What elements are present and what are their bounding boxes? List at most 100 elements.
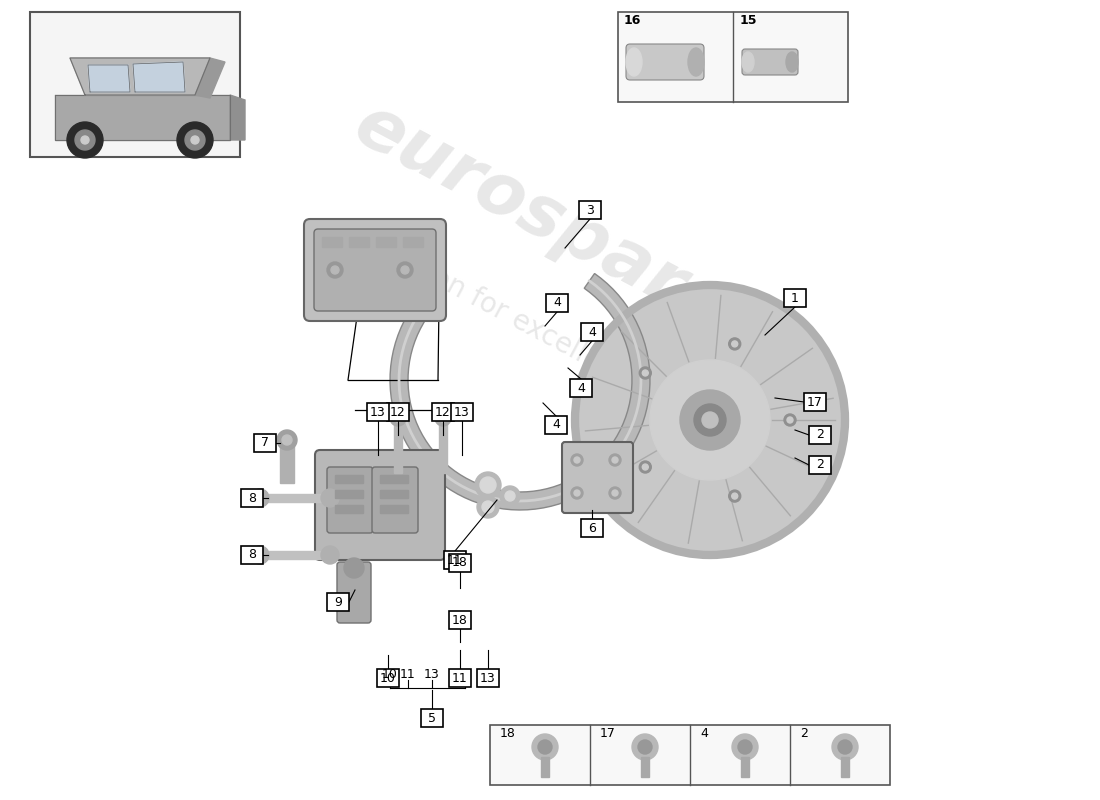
FancyBboxPatch shape — [327, 467, 373, 533]
Circle shape — [638, 740, 652, 754]
Text: 4: 4 — [552, 418, 560, 431]
Circle shape — [321, 489, 339, 507]
Circle shape — [331, 266, 339, 274]
Bar — [541, 757, 549, 777]
Bar — [280, 443, 294, 483]
Polygon shape — [195, 58, 226, 98]
Text: 4: 4 — [700, 727, 708, 740]
Text: 9: 9 — [334, 595, 342, 609]
Bar — [377, 669, 399, 687]
Circle shape — [784, 414, 796, 426]
Text: 13: 13 — [425, 669, 440, 682]
Bar — [322, 237, 342, 247]
Ellipse shape — [688, 48, 704, 76]
Bar — [379, 475, 408, 483]
Circle shape — [327, 262, 343, 278]
Text: 10: 10 — [381, 671, 396, 685]
Bar — [581, 323, 603, 341]
Circle shape — [728, 490, 740, 502]
Polygon shape — [88, 65, 130, 92]
Bar — [808, 456, 830, 474]
Text: 18: 18 — [452, 557, 468, 570]
Bar — [349, 237, 368, 247]
Text: 16: 16 — [624, 14, 641, 27]
Text: 17: 17 — [600, 727, 616, 740]
Circle shape — [702, 412, 718, 428]
Circle shape — [642, 464, 648, 470]
Bar — [379, 490, 408, 498]
Bar — [403, 237, 424, 247]
Text: eurospares: eurospares — [342, 90, 778, 365]
Circle shape — [475, 472, 500, 498]
Text: 13: 13 — [454, 406, 470, 418]
Circle shape — [738, 740, 752, 754]
Circle shape — [571, 487, 583, 499]
Bar — [449, 669, 471, 687]
Circle shape — [612, 490, 618, 496]
Circle shape — [532, 734, 558, 760]
Bar — [432, 403, 454, 421]
Circle shape — [571, 454, 583, 466]
Circle shape — [282, 435, 292, 445]
Circle shape — [732, 734, 758, 760]
Circle shape — [251, 489, 270, 507]
Text: 12: 12 — [390, 406, 406, 418]
Circle shape — [500, 486, 520, 506]
Polygon shape — [230, 95, 245, 140]
Text: 3: 3 — [586, 203, 594, 217]
Text: 11: 11 — [447, 554, 463, 566]
Circle shape — [639, 367, 651, 379]
Circle shape — [277, 430, 297, 450]
Bar — [260, 551, 330, 559]
Circle shape — [434, 410, 451, 426]
Circle shape — [505, 491, 515, 501]
Circle shape — [177, 122, 213, 158]
Bar — [449, 611, 471, 629]
FancyBboxPatch shape — [562, 442, 632, 513]
Bar — [546, 294, 568, 312]
Bar — [444, 551, 466, 569]
Text: 8: 8 — [248, 491, 256, 505]
FancyBboxPatch shape — [742, 49, 797, 75]
Bar — [336, 490, 363, 498]
FancyBboxPatch shape — [337, 562, 371, 623]
Bar — [804, 393, 826, 411]
Bar — [254, 434, 276, 452]
Circle shape — [321, 546, 339, 564]
Bar — [581, 519, 603, 537]
Circle shape — [728, 338, 740, 350]
Bar — [260, 494, 330, 502]
Text: 13: 13 — [370, 406, 386, 418]
Bar — [376, 237, 396, 247]
Bar — [579, 201, 601, 219]
Text: 15: 15 — [740, 14, 758, 27]
Text: a passion for excellence 1985: a passion for excellence 1985 — [341, 217, 719, 436]
Circle shape — [402, 266, 409, 274]
Text: 2: 2 — [816, 429, 824, 442]
Bar — [741, 757, 749, 777]
Bar — [784, 289, 806, 307]
Circle shape — [642, 370, 648, 376]
Bar — [808, 426, 830, 444]
Text: 7: 7 — [261, 437, 270, 450]
Circle shape — [191, 136, 199, 144]
Bar — [449, 554, 471, 572]
Circle shape — [477, 496, 499, 518]
Circle shape — [81, 136, 89, 144]
Bar — [241, 489, 263, 507]
Bar — [336, 475, 363, 483]
FancyBboxPatch shape — [315, 450, 446, 560]
Circle shape — [680, 390, 740, 450]
Text: 8: 8 — [248, 549, 256, 562]
Bar — [842, 757, 849, 777]
Polygon shape — [55, 95, 230, 140]
Bar — [544, 416, 566, 434]
Circle shape — [67, 122, 103, 158]
Text: 2: 2 — [800, 727, 807, 740]
Circle shape — [574, 490, 580, 496]
Circle shape — [538, 740, 552, 754]
FancyBboxPatch shape — [626, 44, 704, 80]
Circle shape — [75, 130, 95, 150]
Circle shape — [480, 477, 496, 493]
Circle shape — [609, 454, 622, 466]
